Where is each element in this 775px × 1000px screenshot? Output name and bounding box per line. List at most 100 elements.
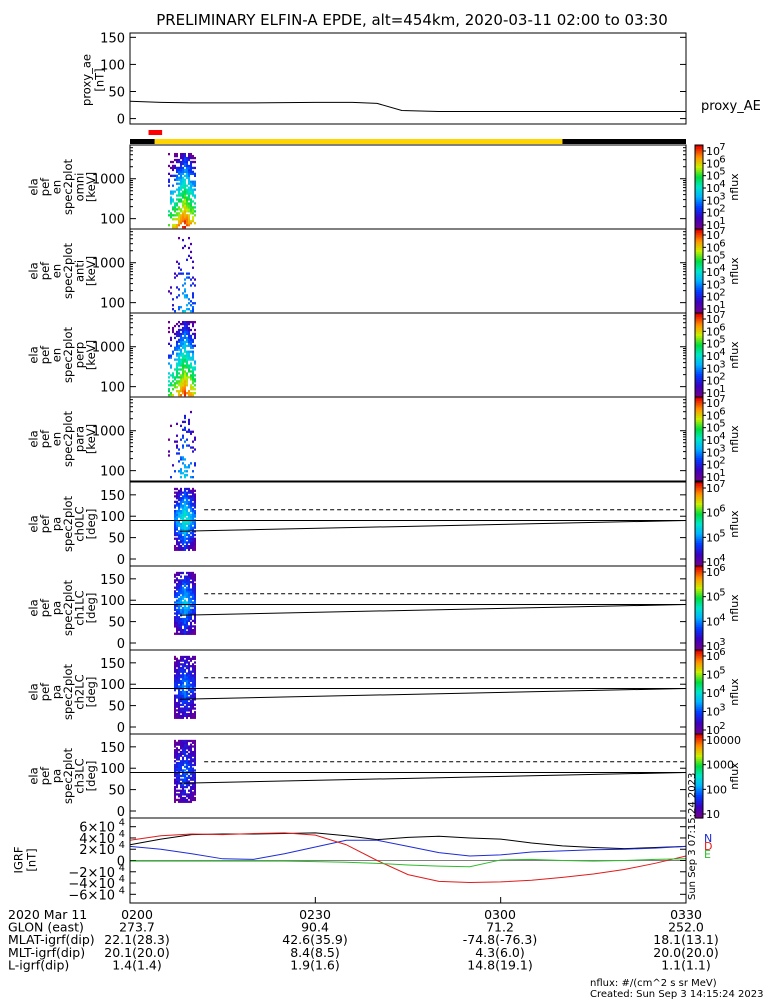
spectrogram-cell [190, 581, 192, 584]
spectrogram-cell [186, 694, 188, 697]
spectrogram-cell [186, 336, 188, 340]
colorbar-cell [695, 472, 703, 476]
spectrogram-cell [194, 362, 196, 365]
spectrogram-cell [182, 310, 184, 313]
spectrogram-cell [176, 224, 178, 227]
spectrogram-cell [194, 544, 196, 548]
spectrogram-cell [178, 216, 180, 219]
colorbar-cell [695, 794, 703, 798]
spectrogram-cell [188, 420, 190, 424]
spectrogram-cell [190, 679, 192, 683]
ylabel-line: [deg] [84, 761, 98, 792]
proxy-ae-line [129, 100, 686, 113]
spectrogram-cell [180, 760, 182, 763]
spectrogram-cell [176, 625, 178, 628]
colorbar-cell [695, 241, 703, 245]
spectrogram-cell [178, 513, 180, 516]
footer-value: 8.4(8.5) [290, 945, 340, 960]
spectrogram-cell [192, 700, 194, 703]
spectrogram-cell [182, 780, 184, 783]
spectrogram-cell [186, 204, 188, 207]
spectrogram-cell [190, 200, 192, 203]
spectrogram-cell [176, 670, 178, 673]
colorbar-label: 10 [706, 229, 720, 242]
spectrogram-cell [178, 674, 180, 677]
spectrogram-cell [178, 172, 180, 176]
spectrogram-cell [190, 160, 192, 164]
spectrogram-cell [190, 220, 192, 223]
spectrogram-cell [174, 696, 176, 699]
spectrogram-cell [184, 218, 186, 221]
colorbar-cell [695, 432, 703, 436]
spectrogram-cell [194, 681, 196, 684]
spectrogram-cell [190, 765, 192, 768]
spectrogram-cell [178, 761, 180, 765]
spectrogram-cell [192, 513, 194, 516]
spectrogram-cell [188, 526, 190, 529]
spectrogram-cell [190, 769, 192, 772]
spectrogram-cell [188, 504, 190, 507]
spectrogram-cell [180, 575, 182, 578]
colorbar-cell [695, 161, 703, 165]
spectrogram-cell [184, 789, 186, 792]
spectrogram-cell [180, 272, 182, 275]
spectrogram-cell [170, 166, 172, 170]
spectrogram-cell [194, 665, 196, 668]
spectrogram-cell [194, 747, 196, 750]
spectrogram-cell [176, 497, 178, 500]
spectrogram-cell [184, 776, 186, 779]
spectrogram-cell [186, 586, 188, 589]
spectrogram-cell [180, 526, 182, 529]
spectrogram-cell [186, 358, 188, 361]
spectrogram-cell [178, 495, 180, 498]
spectrogram-cell [180, 610, 182, 613]
spectrogram-cell [180, 384, 182, 387]
spectrogram-cell [178, 344, 180, 347]
spectrogram-cell [186, 541, 188, 544]
spectrogram-cell [186, 350, 188, 353]
spectrogram-cell [178, 548, 180, 551]
spectrogram-cell [194, 334, 196, 338]
spectrogram-cell [182, 750, 184, 754]
spectrogram-cell [194, 438, 196, 441]
spectrogram-cell [190, 590, 192, 593]
ytick-label: 6×10 [79, 821, 115, 836]
spectrogram-cell [178, 356, 180, 359]
spectrogram-cell [180, 491, 182, 494]
colorbar-unit: nflux [728, 425, 741, 453]
spectrogram-cell [190, 366, 192, 369]
spectrogram-cell [186, 352, 188, 355]
spectrogram-cell [180, 785, 182, 789]
spectrogram-cell [194, 774, 196, 778]
colorbar-cell [695, 805, 703, 809]
spectrogram-cell [186, 308, 188, 311]
spectrogram-cell [180, 763, 182, 767]
colorbar-cell [695, 252, 703, 255]
spectrogram-cell [172, 168, 174, 172]
spectrogram-cell [176, 573, 178, 576]
spectrogram-cell [194, 625, 196, 628]
colorbar-exponent: 3 [719, 191, 725, 202]
colorbar-unit: nflux [728, 510, 741, 538]
spectrogram-cell [186, 356, 188, 359]
spectrogram-cell [188, 497, 190, 500]
spectrogram-cell [190, 701, 192, 705]
colorbar-cell [695, 336, 703, 339]
spectrogram-cell [190, 712, 192, 716]
ylabel-line: spec2plot [61, 242, 75, 299]
spectrogram-cell [174, 522, 176, 526]
igrf-ylabel: IGRF [nT] [12, 847, 39, 874]
colorbar-cell [695, 507, 703, 510]
spectrogram-cell [190, 785, 192, 789]
spectrogram-cell [176, 657, 178, 660]
spectrogram-cell [186, 500, 188, 504]
spectrogram-cell [174, 526, 176, 529]
spectrogram-cell [188, 617, 190, 621]
spectrogram-cell [182, 362, 184, 365]
spectrogram-cell [178, 511, 180, 515]
spectrogram-cell [182, 446, 184, 449]
